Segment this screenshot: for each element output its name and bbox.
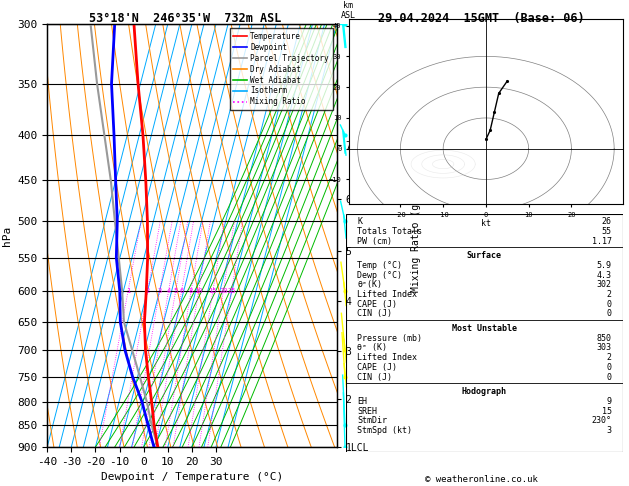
Text: CAPE (J): CAPE (J) xyxy=(357,300,397,309)
Text: 2: 2 xyxy=(606,353,611,362)
Text: Lifted Index: Lifted Index xyxy=(357,353,417,362)
Text: Dewp (°C): Dewp (°C) xyxy=(357,271,402,279)
Y-axis label: hPa: hPa xyxy=(2,226,12,246)
Text: 850: 850 xyxy=(597,334,611,343)
Text: Totals Totals: Totals Totals xyxy=(357,227,422,236)
X-axis label: Dewpoint / Temperature (°C): Dewpoint / Temperature (°C) xyxy=(101,472,283,483)
Text: 4.3: 4.3 xyxy=(597,271,611,279)
Text: 303: 303 xyxy=(597,344,611,352)
Text: 3: 3 xyxy=(606,426,611,435)
Text: 15: 15 xyxy=(209,288,217,294)
Text: CAPE (J): CAPE (J) xyxy=(357,363,397,372)
Text: 55: 55 xyxy=(602,227,611,236)
Y-axis label: Mixing Ratio (g/kg): Mixing Ratio (g/kg) xyxy=(411,180,421,292)
Text: 0: 0 xyxy=(606,310,611,318)
Text: Lifted Index: Lifted Index xyxy=(357,290,417,299)
Text: CIN (J): CIN (J) xyxy=(357,310,392,318)
Text: 1.17: 1.17 xyxy=(592,237,611,245)
X-axis label: kt: kt xyxy=(481,219,491,228)
Text: 9: 9 xyxy=(606,397,611,406)
Text: 29.04.2024  15GMT  (Base: 06): 29.04.2024 15GMT (Base: 06) xyxy=(378,12,584,25)
Text: 20: 20 xyxy=(219,288,228,294)
Text: © weatheronline.co.uk: © weatheronline.co.uk xyxy=(425,474,538,484)
Text: 2: 2 xyxy=(145,288,150,294)
Text: Surface: Surface xyxy=(467,251,502,260)
Text: 25: 25 xyxy=(227,288,236,294)
Text: θᵉ(K): θᵉ(K) xyxy=(357,280,382,289)
Text: 15: 15 xyxy=(602,407,611,416)
Text: 4: 4 xyxy=(167,288,170,294)
Legend: Temperature, Dewpoint, Parcel Trajectory, Dry Adiabat, Wet Adiabat, Isotherm, Mi: Temperature, Dewpoint, Parcel Trajectory… xyxy=(230,28,333,110)
Text: StmSpd (kt): StmSpd (kt) xyxy=(357,426,412,435)
Text: Most Unstable: Most Unstable xyxy=(452,324,517,333)
Text: 5: 5 xyxy=(174,288,178,294)
Text: SREH: SREH xyxy=(357,407,377,416)
Text: 53°18'N  246°35'W  732m ASL: 53°18'N 246°35'W 732m ASL xyxy=(89,12,282,25)
Text: 26: 26 xyxy=(602,217,611,226)
Text: K: K xyxy=(357,217,362,226)
Text: 302: 302 xyxy=(597,280,611,289)
Text: EH: EH xyxy=(357,397,367,406)
Text: 8: 8 xyxy=(189,288,193,294)
Text: 10: 10 xyxy=(194,288,203,294)
Text: 0: 0 xyxy=(606,300,611,309)
Text: 0: 0 xyxy=(606,363,611,372)
Text: 0: 0 xyxy=(606,373,611,382)
Text: θᵉ (K): θᵉ (K) xyxy=(357,344,387,352)
Text: 230°: 230° xyxy=(592,417,611,425)
Text: StmDir: StmDir xyxy=(357,417,387,425)
Text: 2: 2 xyxy=(606,290,611,299)
Text: 6: 6 xyxy=(179,288,184,294)
Text: PW (cm): PW (cm) xyxy=(357,237,392,245)
Text: Temp (°C): Temp (°C) xyxy=(357,261,402,270)
Text: 5.9: 5.9 xyxy=(597,261,611,270)
Text: Hodograph: Hodograph xyxy=(462,387,507,396)
Text: 1: 1 xyxy=(126,288,130,294)
Text: Pressure (mb): Pressure (mb) xyxy=(357,334,422,343)
Text: 3: 3 xyxy=(157,288,162,294)
Text: km
ASL: km ASL xyxy=(340,0,355,20)
Text: CIN (J): CIN (J) xyxy=(357,373,392,382)
